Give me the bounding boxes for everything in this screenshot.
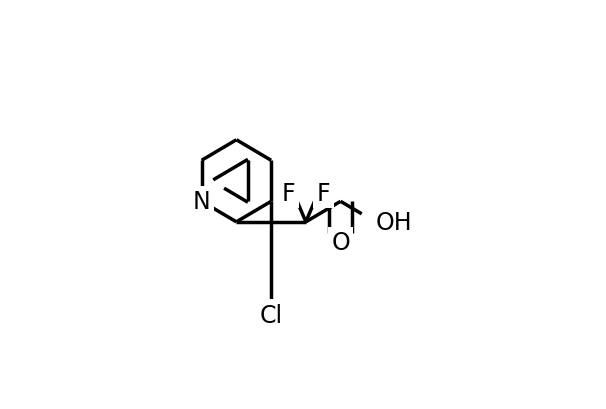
Text: F: F: [282, 181, 295, 205]
Text: F: F: [316, 181, 330, 205]
Text: N: N: [193, 190, 210, 214]
Text: O: O: [331, 231, 350, 255]
Text: OH: OH: [375, 210, 412, 234]
Text: Cl: Cl: [259, 303, 282, 327]
